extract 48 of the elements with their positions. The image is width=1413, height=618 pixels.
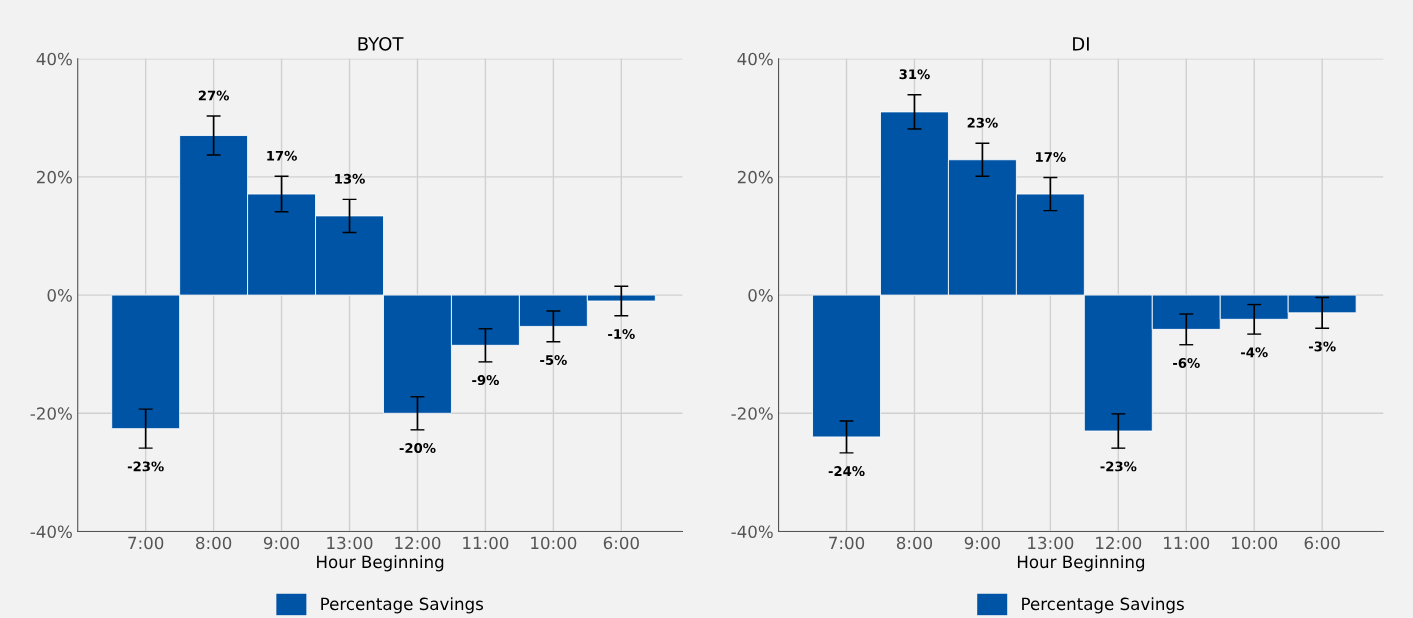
x-tick-label: 7:00: [829, 536, 865, 550]
y-tick-label: 0%: [47, 289, 72, 302]
x-tick-label: 11:00: [463, 536, 509, 550]
y-tick-label: -40%: [30, 525, 72, 539]
x-tick-label: 12:00: [1096, 536, 1142, 550]
legend-label: Percentage Savings: [321, 597, 484, 614]
x-tick-label: 6:00: [603, 536, 639, 550]
data-label: -23%: [1100, 461, 1137, 472]
data-label: -9%: [472, 375, 499, 386]
x-axis-title: Hour Beginning: [317, 555, 444, 572]
data-label: -4%: [1241, 347, 1268, 358]
data-label: 23%: [967, 117, 998, 128]
chart-title: BYOT: [358, 36, 404, 51]
x-tick-label: 9:00: [964, 536, 1001, 550]
data-label: -3%: [1308, 341, 1336, 352]
data-label: 27%: [198, 90, 229, 101]
data-label: -23%: [127, 461, 164, 472]
x-tick-label: 8:00: [896, 536, 933, 550]
data-label: -24%: [828, 466, 865, 477]
y-tick-label: -40%: [731, 525, 773, 539]
x-tick-label: 12:00: [395, 536, 441, 550]
y-tick-label: 40%: [737, 52, 773, 66]
y-tick-label: 0%: [748, 289, 773, 302]
data-label: -6%: [1173, 357, 1200, 368]
chart-title: DI: [1073, 37, 1089, 51]
x-tick-label: 10:00: [531, 536, 577, 550]
x-tick-label: 13:00: [327, 536, 373, 550]
x-tick-label: 9:00: [263, 536, 300, 550]
x-tick-label: 11:00: [1164, 536, 1210, 550]
x-tick-label: 10:00: [1232, 536, 1278, 550]
y-tick-label: 20%: [37, 170, 72, 184]
y-tick-label: 20%: [737, 170, 773, 184]
y-tick-label: 40%: [36, 52, 72, 66]
data-label: -5%: [540, 355, 567, 365]
data-label: -1%: [608, 329, 635, 339]
data-label: -20%: [399, 443, 436, 454]
data-label: 13%: [335, 173, 365, 184]
x-tick-label: 6:00: [1304, 536, 1340, 550]
x-axis-title: Hour Beginning: [1017, 555, 1145, 572]
y-tick-label: -20%: [731, 407, 773, 420]
data-label: 17%: [267, 150, 297, 161]
data-label: 17%: [1036, 151, 1066, 162]
legend-label: Percentage Savings: [1022, 597, 1184, 614]
x-tick-label: 7:00: [128, 536, 164, 550]
data-label: 31%: [899, 69, 930, 80]
x-tick-label: 13:00: [1028, 536, 1074, 550]
x-tick-label: 8:00: [196, 536, 232, 550]
y-tick-label: -20%: [30, 407, 72, 420]
